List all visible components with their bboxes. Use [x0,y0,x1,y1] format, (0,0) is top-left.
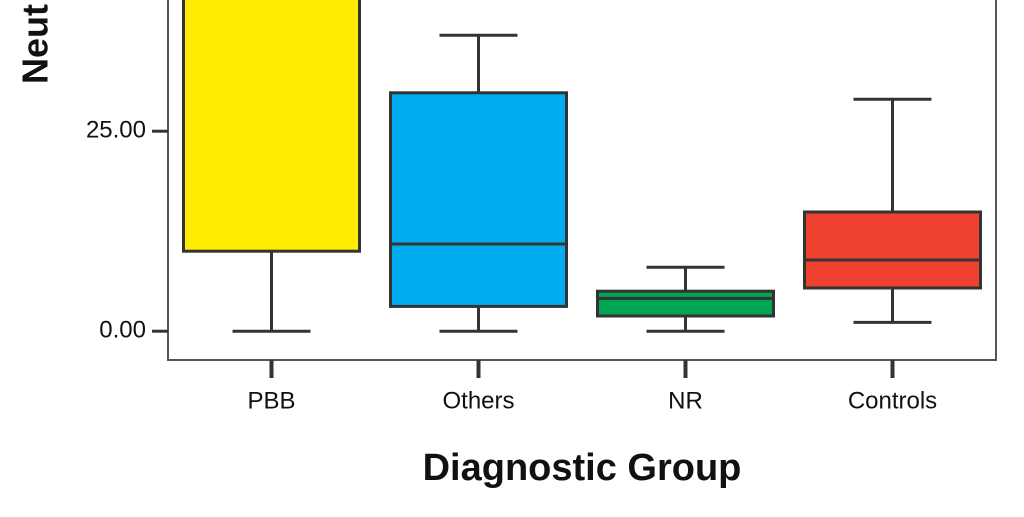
box [389,91,568,308]
box [182,0,361,253]
x-axis-title: Diagnostic Group [423,447,742,489]
y-tick-label: 25.00 [86,117,146,144]
y-tick-label: 0.00 [99,317,146,344]
y-axis-title: Neut [15,4,56,84]
x-tick-label: NR [668,387,703,414]
x-tick-label: PBB [247,387,295,414]
x-tick-label: Others [442,387,514,414]
box [803,210,982,290]
plot-frame [167,0,997,361]
x-tick-label: Controls [848,387,937,414]
box [596,289,775,318]
